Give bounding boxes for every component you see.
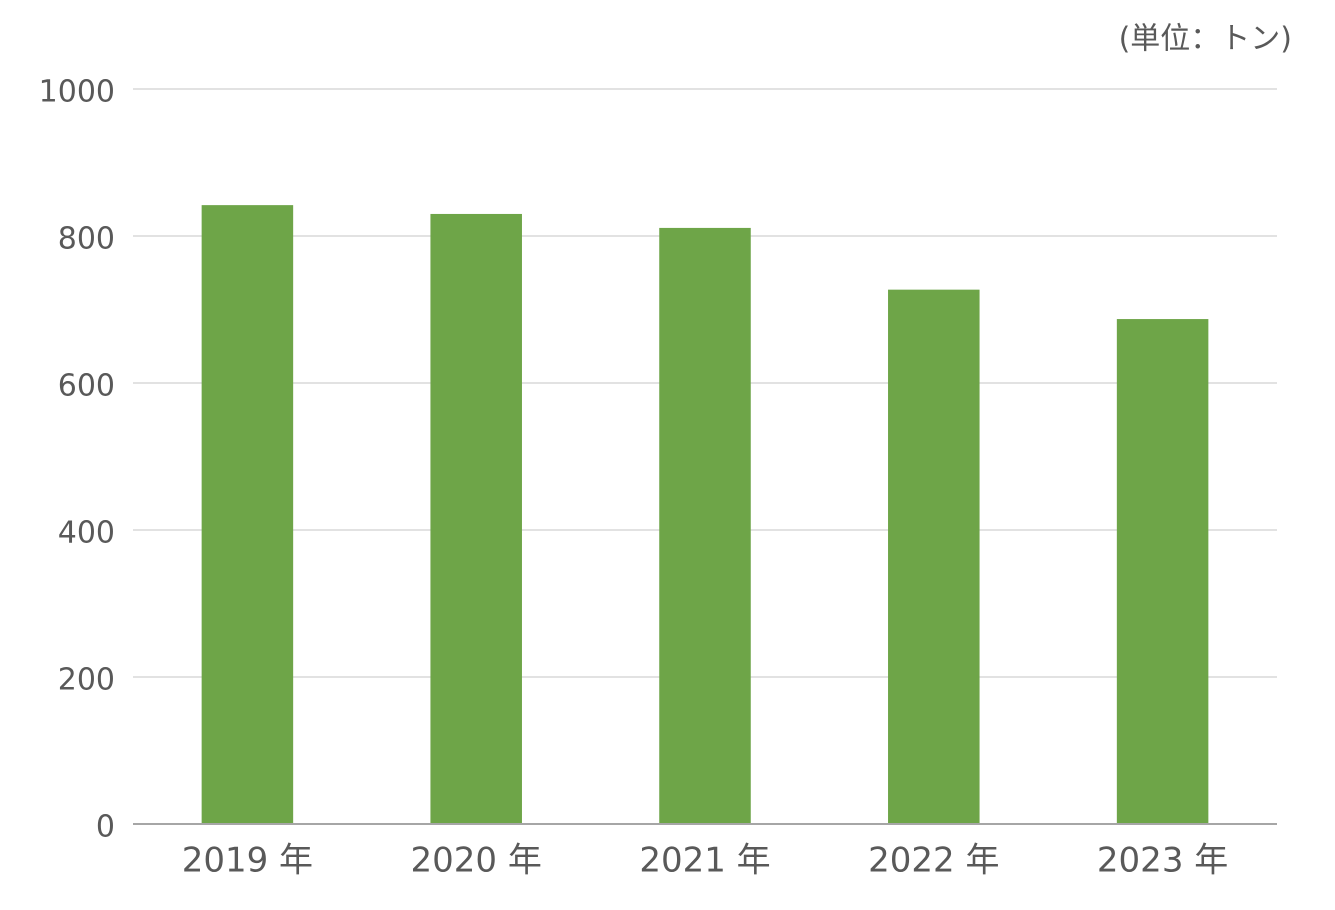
unit-label: (単位：トン)	[1119, 22, 1292, 57]
y-tick-label: 200	[58, 663, 115, 698]
bar	[430, 213, 522, 824]
y-tick-label: 0	[96, 810, 115, 845]
bar	[201, 205, 294, 824]
x-tick-label: 2021 年	[639, 841, 770, 881]
x-tick-label: 2020 年	[411, 841, 542, 881]
y-tick-label: 600	[58, 369, 115, 404]
x-tick-label: 2023 年	[1097, 841, 1228, 881]
x-tick-label: 2022 年	[868, 841, 999, 881]
bar	[1116, 319, 1209, 824]
bar	[659, 227, 751, 825]
y-tick-label: 800	[58, 222, 115, 257]
y-tick-label: 400	[58, 516, 115, 551]
y-tick-label: 1000	[39, 75, 115, 110]
bar	[888, 289, 980, 824]
x-tick-label: 2019 年	[182, 841, 313, 881]
